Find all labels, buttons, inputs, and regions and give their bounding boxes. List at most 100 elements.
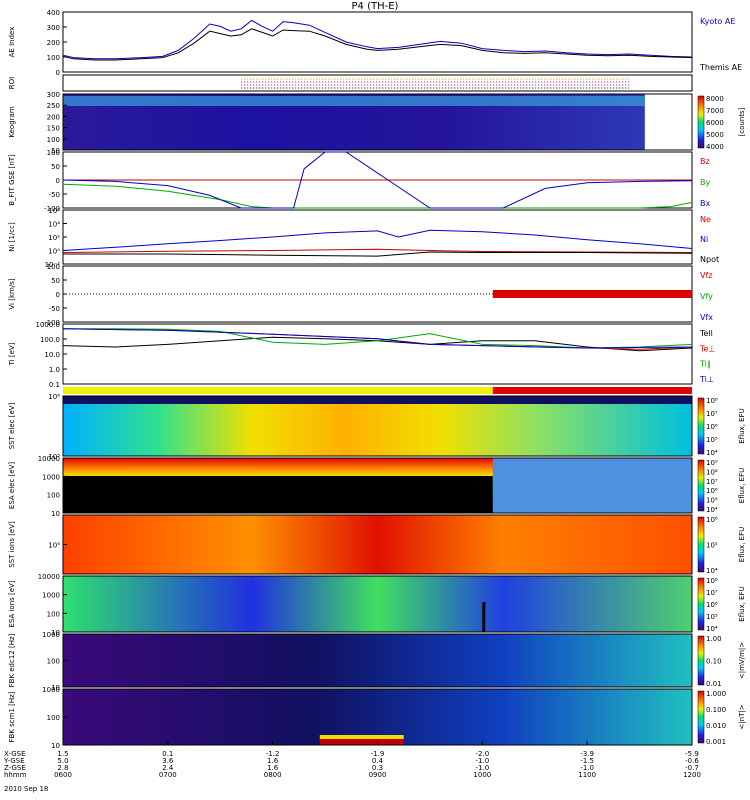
fbk-scm1-panel-colorbar-label: <|nT|> [738, 704, 746, 729]
keogram-panel-colorbar-tick: 7000 [706, 107, 724, 115]
fbk-edc12-panel-ytick-label: 100 [47, 658, 60, 666]
ti-panel-frame [62, 323, 693, 385]
esa-ion-panel-colorbar-tick: 10⁶ [706, 601, 718, 609]
ephemeris-value: 3.6 [162, 757, 174, 765]
ae-panel-series-line [62, 28, 693, 61]
ni-panel-series-line [63, 251, 693, 257]
esa-elec-panel-colorbar-label: Eflux, EFU [738, 468, 746, 503]
fbk-scm1-panel-ytick-label: 10 [51, 742, 60, 750]
bfit-panel-series-line [62, 183, 693, 209]
fbk-edc12-panel-heatmap [63, 634, 692, 687]
ni-panel-ytick-label: 10⁻² [45, 261, 61, 269]
plot-title: P4 (TH-E) [352, 1, 399, 12]
ephemeris-value: -5.9 [685, 750, 699, 758]
esa-ion-panel-ytick-label: 10 [51, 629, 60, 637]
vi-noise-band [492, 290, 692, 298]
fbk-scm1-panel-ytick-label: 100 [47, 714, 60, 722]
esa-ion-panel-ytick-label: 10000 [38, 573, 60, 581]
ephemeris-value: -1.0 [580, 764, 594, 772]
sst-elec-panel-colorbar-tick: 10⁶ [706, 423, 718, 431]
keogram-nodata [644, 94, 692, 150]
bfit-panel-legend-entry: By [700, 178, 710, 187]
ae-panel-ytick-label: 400 [47, 9, 60, 17]
ephemeris-value: 1.5 [57, 750, 68, 758]
esa-elec-dark-region [63, 476, 493, 513]
fbk-edc12-panel-colorbar-label: <|mV/m|> [738, 642, 746, 679]
ni-panel-ylabel: Ni [1/cc] [8, 222, 16, 252]
esa-elec-right-region [492, 458, 692, 513]
vi-panel-ytick-label: -100 [44, 319, 60, 327]
keogram-panel-ylabel: Keogram [8, 106, 16, 137]
ephemeris-value: -0.6 [685, 757, 699, 765]
ephemeris-row-label: Y-GSE [3, 757, 25, 765]
vi-panel-legend-entry: Vfy [700, 292, 713, 301]
sst-elec-panel-ytick-label: 10⁶ [48, 393, 60, 401]
ae-panel-series-line [62, 19, 693, 60]
fbk-scm1-panel-ytick-label: 1000 [42, 686, 60, 694]
roi-ylabel: ROI [8, 77, 16, 89]
esa-ion-panel-heatmap [63, 576, 692, 632]
vi-panel-ylabel: Vi [km/s] [8, 278, 16, 309]
ephemeris-value: 0.4 [372, 757, 384, 765]
ephemeris-value: 0800 [264, 771, 282, 779]
esa-ion-panel-colorbar [697, 577, 705, 631]
bfit-panel-ytick-label: 100 [47, 149, 60, 157]
ephemeris-value: 1.6 [267, 757, 279, 765]
esa-ion-panel-ytick-label: 1000 [42, 592, 60, 600]
keogram-panel-frame [62, 93, 693, 151]
keogram-panel-ytick-label: 250 [47, 102, 60, 110]
vi-panel-ytick-label: 100 [47, 263, 60, 271]
ni-panel-ytick-label: 10⁰ [48, 248, 60, 256]
esa-elec-panel-colorbar-tick: 10⁷ [706, 478, 718, 486]
sst-elec-panel-colorbar-tick: 10⁷ [706, 410, 718, 418]
vi-panel-ytick-label: 50 [51, 277, 60, 285]
esa-elec-panel-colorbar-tick: 10⁸ [706, 468, 718, 476]
ti-panel-ytick-label: 100.0 [40, 336, 60, 344]
ae-panel-ytick-label: 200 [47, 39, 60, 47]
esa-elec-panel-ytick-label: 100 [47, 492, 60, 500]
vi-panel-ytick-label: -50 [49, 305, 60, 313]
esa-elec-panel-colorbar-tick: 10⁴ [706, 506, 718, 514]
sst-ion-panel-ytick-label: 10⁵ [48, 542, 60, 550]
esa-elec-panel-ytick-label: 10000 [38, 455, 60, 463]
keogram-panel-colorbar-tick: 6000 [706, 119, 724, 127]
sst-elec-panel-colorbar-tick: 10⁴ [706, 449, 718, 457]
esa-elec-panel-colorbar [697, 459, 705, 512]
ti-panel-ytick-label: 1000.0 [36, 321, 61, 329]
bfit-panel-legend-entry: Bz [700, 157, 710, 166]
ni-panel-series-group [62, 229, 693, 257]
ti-panel-legend-entry: Tell [699, 329, 713, 338]
keogram-panel-colorbar-tick: 4000 [706, 143, 724, 151]
esa-elec-panel-colorbar-tick: 10⁵ [706, 497, 718, 505]
sst-ion-panel-ylabel: SST ions [eV] [8, 521, 16, 568]
ae-panel-legend-entry: Themis AE [699, 63, 742, 72]
vi-panel-legend-entry: Vfz [700, 271, 713, 280]
esa-ion-panel-colorbar-tick: 10⁵ [706, 613, 718, 621]
bfit-panel-ytick-label: -50 [49, 191, 60, 199]
esa-ion-spike [482, 602, 486, 632]
ni-panel-ytick-label: 10⁶ [48, 207, 60, 215]
sst-elec-panel-colorbar-tick: 10⁸ [706, 397, 718, 405]
esa-elec-panel-colorbar-tick: 10⁶ [706, 487, 718, 495]
fbk-scm1-panel-colorbar-tick: 1.000 [706, 690, 726, 698]
bfit-panel-ytick-label: -100 [44, 205, 60, 213]
vi-panel-legend-entry: Vfx [700, 313, 713, 322]
esa-ion-panel-colorbar-tick: 10⁴ [706, 625, 718, 633]
bfit-panel-ylabel: B_FIT GSE [nT] [8, 154, 16, 206]
fbk-scm1-red-block [319, 735, 404, 745]
sst-elec-panel-colorbar-label: Eflux, EFU [738, 408, 746, 443]
ti-panel-ylabel: Ti [eV] [8, 342, 16, 366]
esa-elec-panel-frame [62, 457, 693, 514]
ephemeris-value: 0600 [54, 771, 72, 779]
ephemeris-value: -0.7 [685, 764, 699, 772]
sst-ion-panel-colorbar-label: Eflux, EFU [738, 527, 746, 562]
ti-panel-legend-entry: Ti∥ [699, 360, 711, 369]
fbk-scm1-panel-ylabel: FBK scm1 [Hz] [8, 691, 16, 742]
keogram-panel-ytick-label: 150 [47, 125, 60, 133]
ephemeris-value: 2.8 [57, 764, 68, 772]
ni-panel-series-line [62, 248, 693, 253]
ni-panel-legend-entry: Ni [700, 235, 708, 244]
sst-elec-panel-heatmap [63, 396, 692, 456]
